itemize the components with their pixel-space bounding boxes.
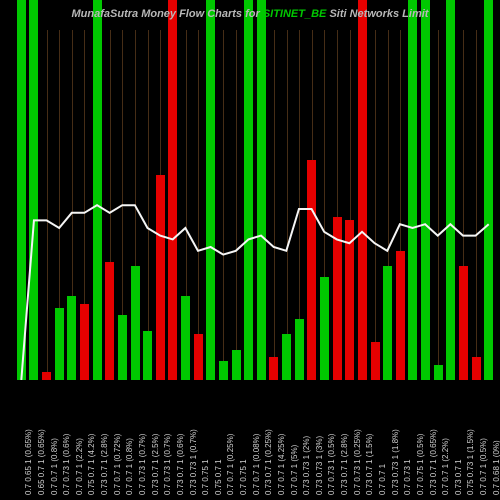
title-symbol: SITINET_BE xyxy=(263,8,330,20)
x-axis-label: 0.7 0.7 1 (0.25%) xyxy=(226,434,235,495)
x-axis-label: 0.73 0.7 1 (0.25%) xyxy=(264,429,273,495)
x-axis-label: 0.7 0.75 1 (0.5%) xyxy=(416,434,425,495)
x-axis-label: 0.73 0.7 1 xyxy=(454,459,463,495)
x-axis-label: 0.7 0.73 1 (0.25%) xyxy=(353,429,362,495)
x-axis-label: 0.73 0.73 1 (3%) xyxy=(315,436,324,495)
x-axis-label: 0.73 0.73 1 (1.8%) xyxy=(391,429,400,495)
grid-line xyxy=(47,30,48,380)
title-suffix: Siti Networks Limit xyxy=(329,8,428,20)
bar xyxy=(307,160,316,380)
bar xyxy=(168,0,177,380)
x-axis-label: 0.73 0.7 1 (0.6%) xyxy=(176,434,185,495)
x-axis-label: 0.65 0.7 1 (0.65%) xyxy=(37,429,46,495)
bar xyxy=(118,315,127,380)
x-axis-label: 0.73 0.7 1 (1.5%) xyxy=(365,434,374,495)
x-axis-label: 0.75 0.73 1 (1.5%) xyxy=(466,429,475,495)
bar xyxy=(219,361,228,380)
x-axis-label: 0.7 0.73 1 (0.6%) xyxy=(62,434,71,495)
bar xyxy=(383,266,392,380)
bar xyxy=(67,296,76,380)
bar xyxy=(421,0,430,380)
bar xyxy=(17,0,26,380)
x-axis-label: 0.73 0.7 1 (2.5%) xyxy=(151,434,160,495)
bar xyxy=(484,0,493,380)
x-axis-label: 0.7 0.7 1 (0.8%) xyxy=(50,438,59,495)
x-axis-label: 0.73 0.73 1 (2%) xyxy=(302,436,311,495)
x-axis-label: 0.73 0.7 1 (0.65%) xyxy=(429,429,438,495)
grid-line xyxy=(287,30,288,380)
grid-line xyxy=(274,30,275,380)
grid-line xyxy=(148,30,149,380)
x-axis-label: 0.73 0.7 1 (2.8%) xyxy=(100,434,109,495)
bar xyxy=(434,365,443,380)
grid-line xyxy=(438,30,439,380)
x-axis-label: 0.7 0.75 1 xyxy=(239,459,248,495)
bar xyxy=(29,0,38,380)
bar xyxy=(181,296,190,380)
bar xyxy=(408,0,417,380)
x-axis-label: 0.7 0.68 1 (0%) xyxy=(492,440,500,495)
bar xyxy=(156,175,165,380)
x-axis-label: 0.7 0.7 1 (2.2%) xyxy=(441,438,450,495)
chart-title: MunafaSutra Money Flow Charts for SITINE… xyxy=(0,8,500,20)
bar xyxy=(105,262,114,380)
x-axis-label: 0.7 0.73 1 (0.7%) xyxy=(138,434,147,495)
bar xyxy=(93,0,102,380)
grid-line xyxy=(236,30,237,380)
bar xyxy=(295,319,304,380)
x-axis-label: 0.7 0.65 1 (0.65%) xyxy=(24,429,33,495)
x-axis-label: 0.7 0.7 1 (0.72%) xyxy=(113,434,122,495)
x-axis-label: 0.75 0.7 1 xyxy=(214,459,223,495)
x-axis-label: 0.73 0.73 1 (0.7%) xyxy=(189,429,198,495)
x-axis-labels: 0.7 0.65 1 (0.65%) 0.65 0.7 1 (0.65%) 0.7 … xyxy=(15,385,495,500)
bar xyxy=(371,342,380,380)
bar xyxy=(459,266,468,380)
x-axis-label: 0.7 0.7 1 (0.08%) xyxy=(252,434,261,495)
bar xyxy=(269,357,278,380)
bar xyxy=(257,0,266,380)
bar xyxy=(131,266,140,380)
grid-line xyxy=(375,30,376,380)
bar xyxy=(282,334,291,380)
bar xyxy=(80,304,89,380)
grid-line xyxy=(223,30,224,380)
x-axis-label: 0.7 0.7 1 (0.8%) xyxy=(125,438,134,495)
x-axis-label: 0.7 0.73 1 (0.7%) xyxy=(163,434,172,495)
bar xyxy=(345,220,354,380)
bar xyxy=(244,0,253,380)
title-prefix: MunafaSutra Money Flow Charts for xyxy=(72,8,263,20)
bar xyxy=(472,357,481,380)
bar xyxy=(55,308,64,380)
x-axis-label: 0.7 0.73 1 (0.5%) xyxy=(327,434,336,495)
bar xyxy=(396,251,405,380)
x-axis-label: 0.75 0.7 1 (4.2%) xyxy=(87,434,96,495)
x-axis-label: 0.73 0.7 1 (2.8%) xyxy=(340,434,349,495)
bar xyxy=(320,277,329,380)
chart-area xyxy=(15,0,495,380)
bar xyxy=(232,350,241,380)
grid-line xyxy=(198,30,199,380)
x-axis-label: 0.7 0.75 1 xyxy=(201,459,210,495)
bar xyxy=(333,217,342,380)
x-axis-label: 0.7 0.7 1 (4.25%) xyxy=(277,434,286,495)
bar xyxy=(194,334,203,380)
bar xyxy=(358,0,367,380)
bar xyxy=(143,331,152,380)
bar xyxy=(206,0,215,380)
bar xyxy=(446,0,455,380)
grid-line xyxy=(476,30,477,380)
x-axis-label: 0.7 0.7 1 (5%) xyxy=(290,445,299,495)
x-axis-label: 0.7 0.73 1 xyxy=(403,459,412,495)
x-axis-label: 0.7 0.7 1 (2.2%) xyxy=(75,438,84,495)
x-axis-label: 0.7 0.7 1 (0.5%) xyxy=(479,438,488,495)
x-axis-label: 0.7 0.7 1 xyxy=(378,464,387,495)
bar xyxy=(42,372,51,380)
